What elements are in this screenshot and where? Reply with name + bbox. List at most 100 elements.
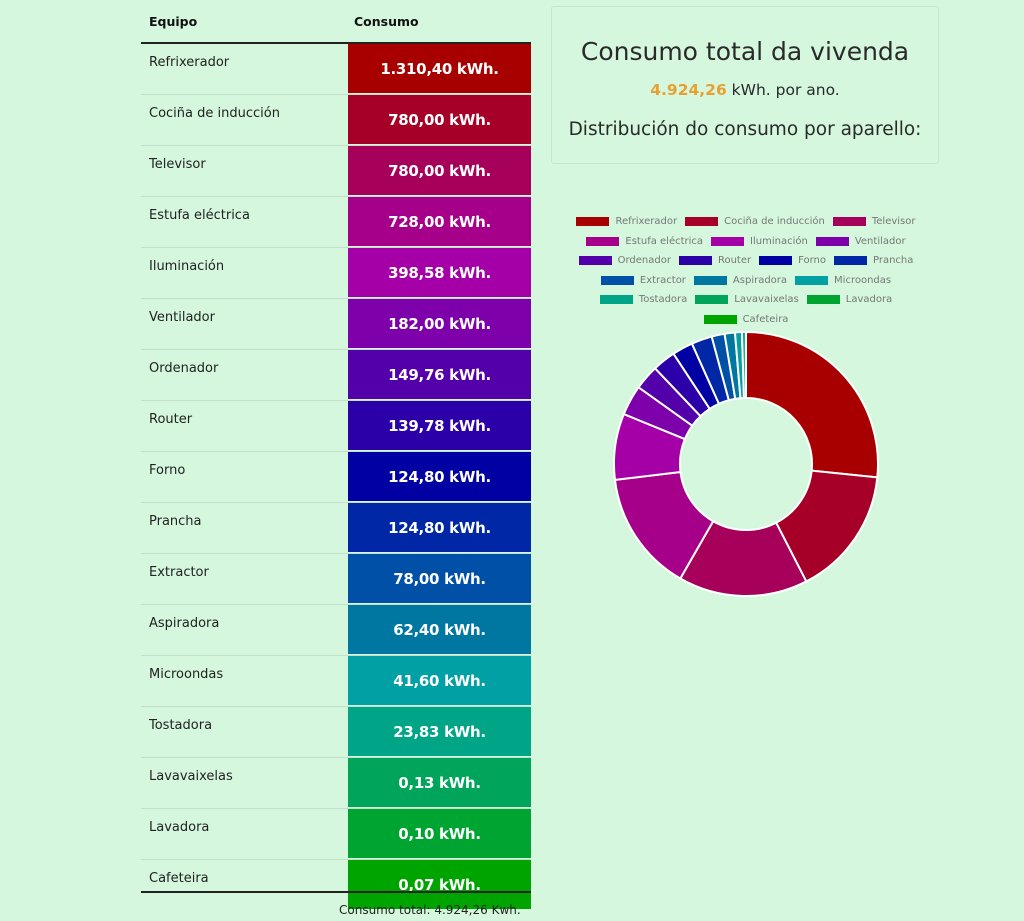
legend-swatch — [678, 256, 712, 266]
table-row: Forno 124,80 kWh. — [141, 452, 531, 503]
legend-item[interactable]: Ventilador — [815, 235, 906, 247]
table-row: Microondas 41,60 kWh. — [141, 656, 531, 707]
table-row: Prancha 124,80 kWh. — [141, 503, 531, 554]
equipment-name: Televisor — [149, 157, 206, 172]
legend-item[interactable]: Lavadora — [806, 294, 892, 305]
equipment-name: Tostadora — [149, 718, 213, 733]
legend-item[interactable]: Estufa eléctrica — [586, 236, 703, 247]
equipment-name: Lavadora — [149, 820, 210, 835]
equipment-name: Ordenador — [149, 361, 219, 376]
legend-item[interactable]: Cafeteira — [703, 313, 789, 325]
consumption-value: 41,60 kWh. — [348, 656, 531, 705]
legend-swatch — [586, 236, 620, 246]
legend-item[interactable]: Extractor — [600, 275, 686, 286]
legend-label: Cociña de inducción — [724, 216, 825, 228]
table-row: Aspiradora 62,40 kWh. — [141, 605, 531, 656]
legend-item[interactable]: Aspiradora — [693, 274, 788, 286]
legend-label: Forno — [798, 255, 826, 267]
consumption-value: 23,83 kWh. — [348, 707, 531, 756]
legend-swatch — [599, 295, 633, 305]
table-row: Estufa eléctrica 728,00 kWh. — [141, 197, 531, 248]
consumption-value: 728,00 kWh. — [348, 197, 531, 246]
equipment-name: Aspiradora — [149, 616, 220, 631]
legend-swatch — [703, 314, 737, 324]
table-row: Ordenador 149,76 kWh. — [141, 350, 531, 401]
table-row: Extractor 78,00 kWh. — [141, 554, 531, 605]
consumption-value: 780,00 kWh. — [348, 146, 531, 195]
consumption-value: 1.310,40 kWh. — [348, 44, 531, 93]
legend-swatch — [576, 217, 610, 227]
equipment-name: Cociña de inducción — [149, 106, 280, 121]
table-footer-total: Consumo total: 4.924,26 Kwh. — [339, 903, 521, 917]
equipment-name: Ventilador — [149, 310, 215, 325]
legend-item[interactable]: Tostadora — [599, 294, 688, 306]
legend-label: Aspiradora — [732, 274, 788, 286]
equipment-name: Extractor — [149, 565, 209, 580]
legend-label: Ordenador — [617, 255, 671, 267]
table-row: Iluminación 398,58 kWh. — [141, 248, 531, 299]
consumption-value: 780,00 kWh. — [348, 95, 531, 144]
chart-legend: Refrixerador Cociña de inducción Televisor… — [568, 212, 924, 329]
legend-swatch — [693, 275, 727, 285]
equipment-name: Iluminación — [149, 259, 225, 274]
table-row: Refrixerador 1.310,40 kWh. — [141, 44, 531, 95]
equipment-name: Microondas — [149, 667, 224, 682]
equipment-name: Router — [149, 412, 193, 427]
legend-swatch — [711, 236, 745, 246]
consumption-value: 62,40 kWh. — [348, 605, 531, 654]
legend-row: Ordenador Router Forno Prancha — [568, 251, 924, 271]
donut-slice[interactable] — [745, 330, 879, 479]
consumption-value: 0,10 kWh. — [348, 809, 531, 858]
legend-row: Tostadora Lavavaixelas Lavadora — [568, 290, 924, 310]
summary-subtitle: Distribución do consumo por aparello: — [568, 119, 922, 140]
consumption-value: 78,00 kWh. — [348, 554, 531, 603]
table-header: Equipo Consumo — [141, 0, 531, 44]
table-row: Router 139,78 kWh. — [141, 401, 531, 452]
legend-label: Cafeteira — [742, 313, 789, 325]
table-row: Tostadora 23,83 kWh. — [141, 707, 531, 758]
legend-row: Estufa eléctrica Iluminación Ventilador — [568, 232, 924, 252]
consumption-value: 0,13 kWh. — [348, 758, 531, 807]
table-row: Cociña de inducción 780,00 kWh. — [141, 95, 531, 146]
legend-swatch — [600, 275, 634, 285]
legend-item[interactable]: Forno — [759, 255, 826, 266]
legend-item[interactable]: Lavavaixelas — [695, 294, 799, 306]
legend-item[interactable]: Televisor — [832, 216, 916, 228]
consumption-value: 0,07 kWh. — [348, 860, 531, 909]
equipment-name: Lavavaixelas — [149, 769, 233, 784]
table-row: Cafeteira 0,07 kWh. — [141, 860, 531, 910]
legend-swatch — [834, 256, 867, 266]
legend-item[interactable]: Microondas — [795, 275, 891, 286]
table-row: Lavavaixelas 0,13 kWh. — [141, 758, 531, 809]
equipment-name: Estufa eléctrica — [149, 208, 250, 223]
consumption-table: Equipo Consumo Refrixerador 1.310,40 kWh.… — [141, 0, 531, 910]
summary-total-value: 4.924,26 — [650, 81, 727, 99]
consumption-value: 124,80 kWh. — [348, 503, 531, 552]
table-footer-divider — [141, 891, 531, 893]
legend-swatch — [832, 217, 866, 227]
legend-label: Lavavaixelas — [734, 294, 799, 306]
consumption-value: 182,00 kWh. — [348, 299, 531, 348]
legend-item[interactable]: Router — [678, 255, 752, 267]
legend-item[interactable]: Cociña de inducción — [685, 216, 825, 227]
legend-swatch — [795, 275, 829, 285]
consumption-value: 149,76 kWh. — [348, 350, 531, 399]
consumption-value: 124,80 kWh. — [348, 452, 531, 501]
legend-label: Ventilador — [854, 235, 906, 247]
legend-item[interactable]: Iluminación — [711, 236, 808, 247]
legend-item[interactable]: Ordenador — [578, 255, 671, 267]
consumption-value: 139,78 kWh. — [348, 401, 531, 450]
legend-row: Cafeteira — [568, 310, 924, 330]
legend-label: Tostadora — [638, 294, 688, 306]
legend-row: Extractor Aspiradora Microondas — [568, 271, 924, 291]
table-row: Televisor 780,00 kWh. — [141, 146, 531, 197]
legend-item[interactable]: Refrixerador — [576, 216, 677, 227]
legend-label: Televisor — [871, 216, 916, 228]
legend-swatch — [685, 217, 719, 227]
legend-label: Refrixerador — [615, 216, 678, 228]
legend-label: Router — [717, 255, 752, 267]
legend-item[interactable]: Prancha — [834, 255, 913, 266]
legend-swatch — [578, 256, 612, 266]
summary-total-suffix: kWh. por ano. — [726, 81, 840, 99]
